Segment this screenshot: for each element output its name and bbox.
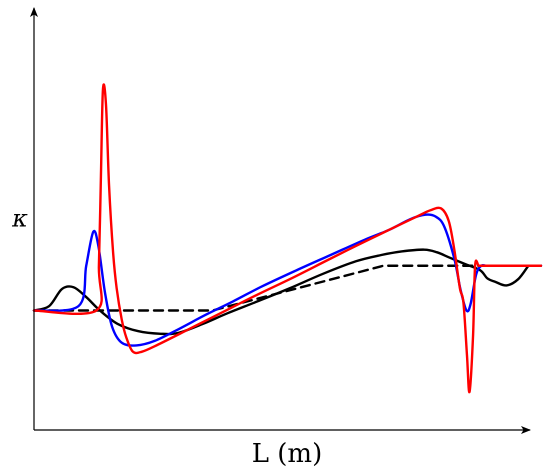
x-axis-label: L (m) — [252, 439, 322, 469]
series-line-4 — [32, 83, 543, 394]
series-layer — [32, 83, 543, 394]
series-line-1 — [32, 264, 543, 312]
y-axis-label: κ — [11, 205, 28, 233]
series-line-2 — [32, 248, 530, 336]
